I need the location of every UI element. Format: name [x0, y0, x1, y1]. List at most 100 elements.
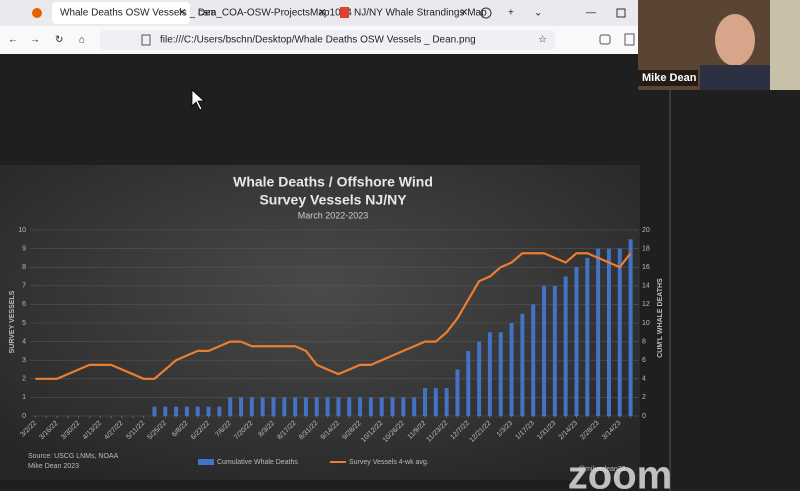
back-button[interactable]: ← [8, 35, 18, 46]
home-button[interactable]: ⌂ [79, 35, 85, 46]
file-icon [141, 34, 151, 46]
source-note: Mike Dean 2023 [28, 463, 79, 470]
participant-name: Mike Dean [642, 72, 697, 84]
tab-title[interactable]: Whale Deaths OSW Vessels _ Dea [60, 8, 217, 19]
y-axis-title: SURVEY VESSELS [9, 290, 16, 353]
bar [195, 406, 200, 416]
tab-title[interactable]: csm_COA-OSW-ProjectsMap1024 [198, 8, 352, 19]
bar [509, 323, 514, 416]
bar [314, 397, 319, 416]
new-tab-button[interactable]: + [508, 8, 514, 19]
bar [606, 248, 611, 416]
tab-close[interactable]: ✕ [318, 8, 326, 19]
bar [455, 369, 460, 416]
bar [293, 397, 298, 416]
y-tick-label: 8 [22, 264, 26, 271]
y2-tick-label: 8 [642, 338, 646, 345]
bar [206, 406, 211, 416]
bar [239, 397, 244, 416]
legend-label: Survey Vessels 4-wk avg. [349, 459, 429, 466]
browser-icon [32, 8, 42, 18]
y2-tick-label: 10 [642, 320, 650, 327]
bar [487, 332, 492, 416]
url-field[interactable] [100, 30, 555, 50]
y-tick-label: 6 [22, 301, 26, 308]
bookmark-star[interactable]: ☆ [538, 35, 547, 46]
video-person [715, 14, 755, 66]
mouse-cursor [191, 89, 206, 111]
bar [477, 341, 482, 416]
bar [585, 257, 590, 416]
bar [412, 397, 417, 416]
zoom-watermark: zoom [568, 454, 672, 491]
y-tick-label: 1 [22, 394, 26, 401]
tab-title[interactable]: NJ/NY Whale Strandings Map [354, 8, 487, 19]
history-button[interactable] [480, 7, 492, 19]
source-note: Source: USCG LNMs, NOAA [28, 453, 119, 460]
bar [152, 406, 157, 416]
y2-tick-label: 4 [642, 376, 646, 383]
bar [271, 397, 276, 416]
y-tick-label: 3 [22, 357, 26, 364]
forward-button[interactable]: → [30, 35, 40, 46]
y-tick-label: 7 [22, 283, 26, 290]
tab-close[interactable]: ✕ [178, 8, 186, 19]
bar [163, 406, 168, 416]
bar [358, 397, 363, 416]
bar [368, 397, 373, 416]
line [35, 252, 632, 380]
bar [401, 397, 406, 416]
bar [184, 406, 189, 416]
bar [531, 304, 536, 416]
y-tick-label: 5 [22, 320, 26, 327]
y-tick-label: 9 [22, 245, 26, 252]
y-tick-label: 0 [22, 413, 26, 420]
pocket-button[interactable] [599, 34, 611, 45]
legend-swatch [198, 459, 214, 465]
name-tag [638, 70, 698, 86]
bar [336, 397, 341, 416]
tab-list-button[interactable]: ⌄ [534, 8, 542, 19]
credit: @mikerdean22 [578, 466, 626, 473]
url-text[interactable]: file:///C:/Users/bschn/Desktop/Whale Dea… [160, 35, 476, 46]
bar [282, 397, 287, 416]
bar [379, 397, 384, 416]
bar [303, 397, 308, 416]
tab-close[interactable]: ✕ [460, 8, 468, 19]
chart-title: Whale Deaths / Offshore Wind [233, 174, 433, 190]
bar [217, 406, 222, 416]
tab-icon [340, 7, 349, 18]
bar [617, 248, 622, 416]
chart-title: Survey Vessels NJ/NY [259, 192, 407, 208]
bar [347, 397, 352, 416]
bar [520, 313, 525, 416]
y2-tick-label: 2 [642, 394, 646, 401]
maximize-button[interactable] [616, 8, 626, 18]
bar [498, 332, 503, 416]
bar [228, 397, 233, 416]
bar [433, 388, 438, 416]
bar [542, 285, 547, 416]
y2-tick-label: 20 [642, 227, 650, 234]
chart-subtitle: March 2022-2023 [298, 210, 369, 220]
y2-axis-title: CUM'L WHALE DEATHS [657, 278, 664, 358]
y2-tick-label: 12 [642, 301, 650, 308]
extensions-button[interactable] [624, 33, 635, 46]
reload-button[interactable]: ↻ [55, 35, 63, 46]
bar [552, 285, 557, 416]
y2-tick-label: 16 [642, 264, 650, 271]
bar [325, 397, 330, 416]
bar [174, 406, 179, 416]
bar [628, 239, 633, 416]
y2-tick-label: 0 [642, 413, 646, 420]
video-window [770, 0, 800, 90]
bar [260, 397, 265, 416]
bar [574, 267, 579, 416]
y-tick-label: 4 [22, 338, 26, 345]
tab-active[interactable] [52, 2, 190, 24]
minimize-button[interactable]: — [586, 8, 596, 19]
bar [466, 350, 471, 416]
bar [444, 388, 449, 416]
